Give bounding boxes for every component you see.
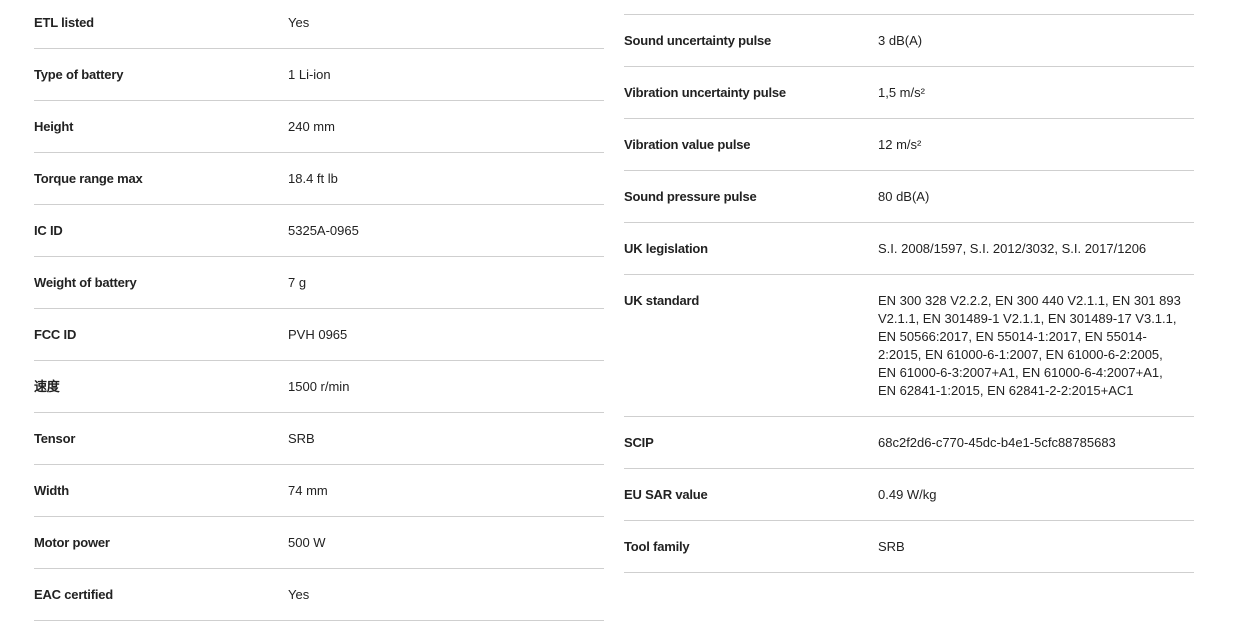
spec-label: UK legislation bbox=[624, 240, 708, 256]
spec-row: Height 240 mm bbox=[34, 101, 604, 153]
spec-value: 80 dB(A) bbox=[878, 188, 930, 204]
spec-row: Type of battery 1 Li-ion bbox=[34, 49, 604, 101]
spec-value: 0.49 W/kg bbox=[878, 486, 937, 502]
spec-value: 500 W bbox=[288, 534, 326, 550]
spec-label: Height bbox=[34, 118, 74, 134]
spec-label: Tool family bbox=[624, 538, 690, 554]
spec-row: Motor power 500 W bbox=[34, 517, 604, 569]
spec-table-left: ETL listed Yes Type of battery 1 Li-ion Heig… bbox=[34, 0, 604, 621]
spec-value: 68c2f2d6-c770-45dc-b4e1-5cfc88785683 bbox=[878, 434, 1116, 450]
spec-row: 速度 1500 r/min bbox=[34, 361, 604, 413]
spec-label: SCIP bbox=[624, 434, 654, 450]
spec-value: 240 mm bbox=[288, 118, 335, 134]
spec-row: EU SAR value 0.49 W/kg bbox=[624, 469, 1194, 521]
spec-label: Vibration uncertainty pulse bbox=[624, 84, 786, 100]
spec-row: FCC ID PVH 0965 bbox=[34, 309, 604, 361]
spec-value: EN 300 328 V2.2.2, EN 300 440 V2.1.1, EN… bbox=[878, 292, 1181, 398]
spec-row: SCIP 68c2f2d6-c770-45dc-b4e1-5cfc88785683 bbox=[624, 417, 1194, 469]
spec-row: Vibration uncertainty pulse 1,5 m/s² bbox=[624, 67, 1194, 119]
spec-row: Vibration value pulse 12 m/s² bbox=[624, 119, 1194, 171]
spec-label: Motor power bbox=[34, 534, 110, 550]
spec-row: Sound pressure pulse 80 dB(A) bbox=[624, 171, 1194, 223]
spec-row: IC ID 5325A-0965 bbox=[34, 205, 604, 257]
spec-value: SRB bbox=[288, 430, 315, 446]
spec-row: Sound uncertainty pulse 3 dB(A) bbox=[624, 15, 1194, 67]
spec-value: 74 mm bbox=[288, 482, 328, 498]
spec-row: Tool family SRB bbox=[624, 521, 1194, 573]
spec-label: Tensor bbox=[34, 430, 76, 446]
spec-value: 12 m/s² bbox=[878, 136, 922, 152]
spec-label: Type of battery bbox=[34, 66, 124, 82]
spec-label: Weight of battery bbox=[34, 274, 137, 290]
spec-row: Weight of battery 7 g bbox=[34, 257, 604, 309]
spec-value: 18.4 ft lb bbox=[288, 170, 338, 186]
spec-label: UK standard bbox=[624, 292, 700, 308]
spec-label: 速度 bbox=[34, 378, 60, 394]
spec-label: Sound uncertainty pulse bbox=[624, 32, 772, 48]
spec-row: Tensor SRB bbox=[34, 413, 604, 465]
spec-label: IC ID bbox=[34, 222, 63, 238]
spec-label: Width bbox=[34, 482, 69, 498]
spec-label: Vibration value pulse bbox=[624, 136, 751, 152]
spec-row: Width 74 mm bbox=[34, 465, 604, 517]
spec-value: 3 dB(A) bbox=[878, 32, 923, 48]
spec-row: Torque range max 18.4 ft lb bbox=[34, 153, 604, 205]
spec-value: 7 g bbox=[288, 274, 307, 290]
spec-label: Sound pressure pulse bbox=[624, 188, 757, 204]
spec-value: Yes bbox=[288, 586, 310, 602]
spec-value: 5325A-0965 bbox=[288, 222, 359, 238]
spec-value: SRB bbox=[878, 538, 905, 554]
spec-table-right: Sound uncertainty pulse 3 dB(A) Vibration … bbox=[624, 14, 1194, 573]
spec-label: EU SAR value bbox=[624, 486, 708, 502]
spec-value: Yes bbox=[288, 14, 310, 30]
spec-value: 1,5 m/s² bbox=[878, 84, 925, 100]
spec-label: Torque range max bbox=[34, 170, 143, 186]
spec-value: S.I. 2008/1597, S.I. 2012/3032, S.I. 201… bbox=[878, 240, 1147, 256]
spec-value: 1500 r/min bbox=[288, 378, 350, 394]
spec-label: FCC ID bbox=[34, 326, 77, 342]
spec-row: ETL listed Yes bbox=[34, 0, 604, 49]
spec-row: UK standard EN 300 328 V2.2.2, EN 300 440… bbox=[624, 275, 1194, 417]
spec-label: EAC certified bbox=[34, 586, 114, 602]
spec-label: ETL listed bbox=[34, 14, 94, 30]
spec-row: EAC certified Yes bbox=[34, 569, 604, 621]
spec-value: 1 Li-ion bbox=[288, 66, 331, 82]
spec-row: UK legislation S.I. 2008/1597, S.I. 2012/… bbox=[624, 223, 1194, 275]
spec-value: PVH 0965 bbox=[288, 326, 348, 342]
